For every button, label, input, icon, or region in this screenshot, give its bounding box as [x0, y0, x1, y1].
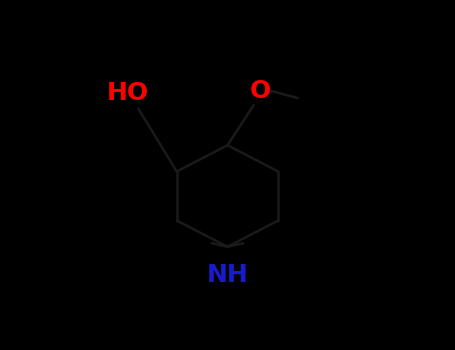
Text: NH: NH	[207, 263, 248, 287]
Text: HO: HO	[107, 81, 149, 105]
Text: O: O	[250, 79, 271, 103]
